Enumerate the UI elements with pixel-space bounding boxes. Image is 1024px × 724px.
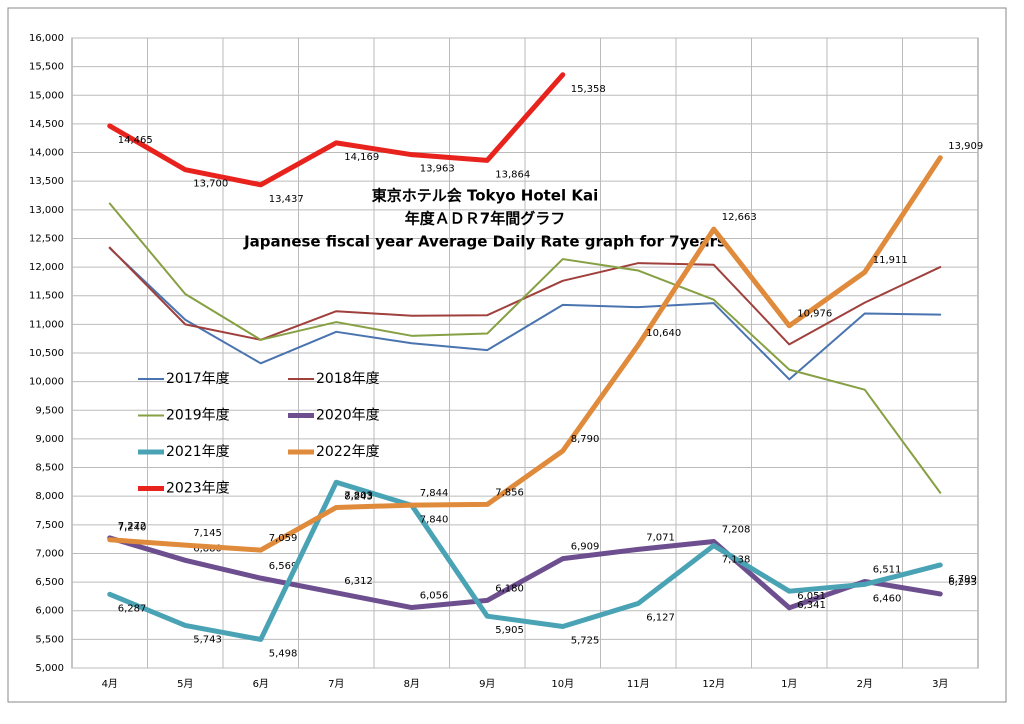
x-tick-label: 5月: [177, 678, 193, 690]
data-label: 13,437: [269, 194, 304, 205]
series-line: [108, 202, 942, 494]
series-line: [108, 246, 942, 346]
x-tick-label: 11月: [627, 678, 650, 690]
data-label: 13,909: [948, 141, 983, 152]
legend-label: 2023年度: [166, 481, 230, 497]
x-tick-label: 1月: [781, 678, 797, 690]
x-tick-label: 6月: [253, 678, 269, 690]
data-label: 6,312: [344, 576, 373, 587]
data-label: 6,051: [797, 591, 826, 602]
data-label: 6,511: [873, 564, 902, 575]
data-label: 5,725: [571, 635, 600, 646]
data-label: 6,287: [118, 603, 147, 614]
data-label: 7,803: [344, 490, 373, 501]
data-label: 6,799: [948, 574, 977, 585]
data-label: 7,071: [646, 532, 675, 543]
data-label: 5,905: [495, 625, 524, 636]
data-label: 6,909: [571, 542, 600, 553]
chart-title: 東京ホテル会 Tokyo Hotel Kai: [372, 187, 599, 205]
legend-label: 2020年度: [316, 408, 380, 424]
data-label: 6,460: [873, 593, 902, 604]
y-tick-label: 14,500: [29, 119, 64, 130]
x-tick-label: 3月: [932, 678, 948, 690]
y-tick-label: 11,000: [29, 319, 64, 330]
y-tick-label: 15,500: [29, 62, 64, 73]
data-label: 7,840: [420, 514, 449, 525]
y-tick-label: 12,000: [29, 262, 64, 273]
data-label: 7,059: [269, 533, 298, 544]
x-tick-label: 4月: [102, 678, 118, 690]
data-label: 8,790: [571, 434, 600, 445]
data-label: 13,700: [193, 179, 228, 190]
data-label: 12,663: [722, 212, 757, 223]
data-label: 7,145: [193, 528, 222, 539]
y-tick-label: 6,000: [35, 606, 64, 617]
series-line: [107, 155, 943, 553]
x-tick-label: 12月: [702, 678, 725, 690]
data-label: 5,743: [193, 634, 222, 645]
data-label: 7,844: [420, 488, 449, 499]
data-label: 7,272: [118, 521, 147, 532]
data-label: 6,127: [646, 612, 675, 623]
y-tick-label: 8,000: [35, 491, 64, 502]
data-label: 7,856: [495, 487, 524, 498]
x-tick-label: 10月: [551, 678, 574, 690]
data-label: 6,569: [269, 561, 298, 572]
legend-label: 2017年度: [166, 371, 230, 387]
x-tick-label: 9月: [479, 678, 495, 690]
series-line: [107, 535, 943, 611]
y-tick-label: 11,500: [29, 291, 64, 302]
y-tick-label: 6,500: [35, 577, 64, 588]
data-label: 13,963: [420, 164, 455, 175]
x-tick-label: 8月: [404, 678, 420, 690]
y-tick-label: 16,000: [29, 33, 64, 44]
y-tick-label: 5,000: [35, 663, 64, 674]
y-tick-label: 7,000: [35, 548, 64, 559]
legend-label: 2022年度: [316, 444, 380, 460]
data-label: 10,640: [646, 328, 681, 339]
y-tick-label: 13,000: [29, 205, 64, 216]
data-label: 14,169: [344, 152, 379, 163]
data-label: 5,498: [269, 648, 298, 659]
data-label: 10,976: [797, 309, 832, 320]
y-tick-label: 8,500: [35, 463, 64, 474]
y-tick-label: 7,500: [35, 520, 64, 531]
series-line: [107, 72, 566, 188]
y-tick-label: 13,500: [29, 176, 64, 187]
y-tick-label: 9,000: [35, 434, 64, 445]
y-tick-label: 5,500: [35, 634, 64, 645]
chart-title: Japanese fiscal year Average Daily Rate …: [243, 233, 726, 251]
series-line: [108, 247, 942, 381]
data-label: 6,056: [420, 591, 449, 602]
y-tick-label: 9,500: [35, 405, 64, 416]
data-label: 11,911: [873, 255, 908, 266]
data-label: 6,180: [495, 583, 524, 594]
data-label: 7,138: [722, 555, 751, 566]
data-label: 8,243: [344, 491, 373, 502]
series-line: [107, 479, 943, 642]
chart-title: 年度ＡＤＲ7年間グラフ: [405, 210, 565, 228]
data-label: 14,465: [118, 135, 153, 146]
data-label: 6,341: [797, 600, 826, 611]
data-label: 6,293: [948, 577, 977, 588]
legend-label: 2019年度: [166, 408, 230, 424]
x-tick-label: 2月: [857, 678, 873, 690]
y-tick-label: 10,500: [29, 348, 64, 359]
legend-label: 2018年度: [316, 371, 380, 387]
x-tick-label: 7月: [328, 678, 344, 690]
y-tick-label: 14,000: [29, 148, 64, 159]
data-label: 7,240: [118, 523, 147, 534]
y-tick-label: 15,000: [29, 90, 64, 101]
data-label: 7,208: [722, 525, 751, 536]
y-tick-label: 10,000: [29, 377, 64, 388]
data-label: 13,864: [495, 169, 530, 180]
y-tick-label: 12,500: [29, 233, 64, 244]
data-label: 15,358: [571, 84, 606, 95]
legend-label: 2021年度: [166, 444, 230, 460]
